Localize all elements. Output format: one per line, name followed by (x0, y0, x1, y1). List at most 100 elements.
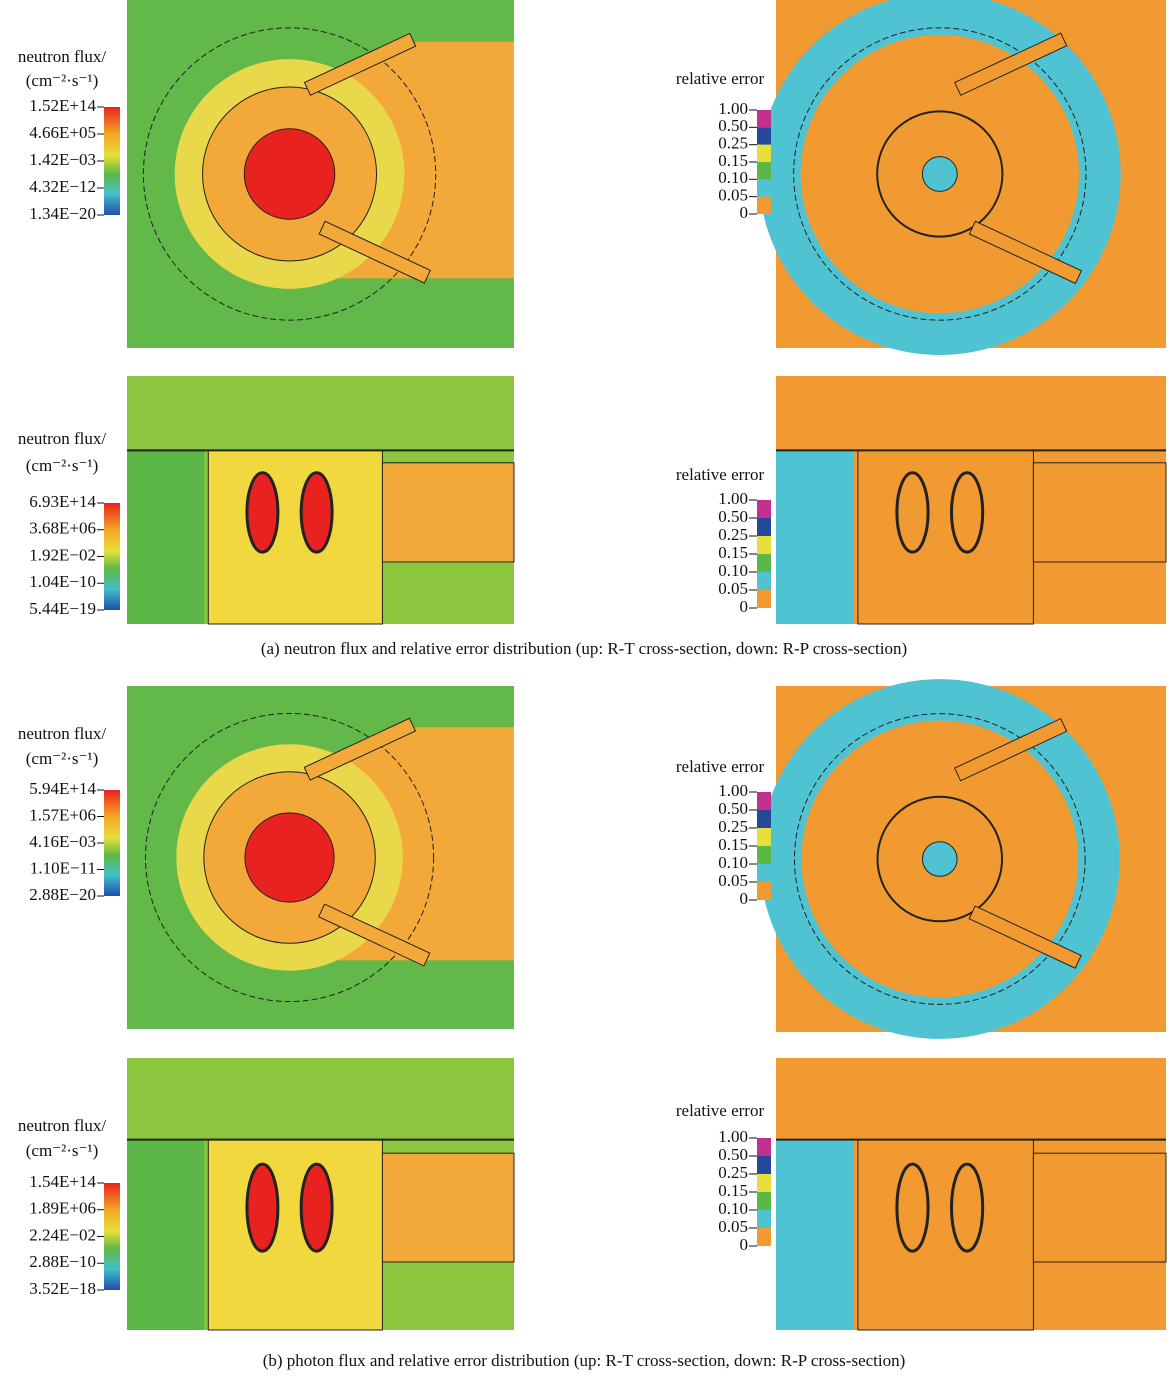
legend-title: relative error (676, 757, 765, 776)
plasma (247, 473, 278, 552)
colorbar-segment (757, 590, 771, 608)
colorbar-label: 0.50 (718, 116, 748, 135)
legend-title: relative error (676, 1101, 765, 1120)
center (923, 842, 958, 877)
colorbar-label: 1.89E+06 (29, 1199, 96, 1218)
colorbar-label: 0.05 (718, 871, 748, 890)
map (127, 686, 514, 1029)
colorbar-label: 1.00 (718, 781, 748, 800)
colorbar-segment (757, 810, 771, 828)
plasma (301, 473, 332, 552)
mid-region (208, 450, 382, 624)
colorbar-label: 0.50 (718, 1145, 748, 1164)
colorbar-segment (757, 1174, 771, 1192)
map (776, 1058, 1166, 1330)
colorbar-segment (757, 179, 771, 196)
caption: (a) neutron flux and relative error dist… (261, 639, 907, 658)
mid-region (858, 450, 1034, 624)
colorbar-label: 0.25 (718, 817, 748, 836)
plasma (952, 473, 983, 552)
right-region (1033, 463, 1166, 562)
colorbar-segment (757, 518, 771, 536)
colorbar-label: 0.25 (718, 525, 748, 544)
legend-title: (cm⁻²·s⁻¹) (26, 71, 99, 90)
colorbar-label: 0.10 (718, 168, 748, 187)
colorbar-segment (757, 1156, 771, 1174)
colorbar-segment (757, 882, 771, 900)
plasma (897, 473, 928, 552)
right-region (1033, 1153, 1166, 1262)
colorbar-segment (757, 1192, 771, 1210)
colorbar-label: 5.94E+14 (29, 779, 96, 798)
plasma (247, 1164, 278, 1251)
map (776, 376, 1166, 624)
legend-title: neutron flux/ (18, 47, 107, 66)
colorbar-segment (757, 572, 771, 590)
right-region (382, 463, 514, 562)
mid-region (858, 1140, 1034, 1330)
colorbar-label: 1.42E−03 (29, 150, 96, 169)
legend-title: neutron flux/ (18, 1116, 107, 1135)
right-region (382, 1153, 514, 1262)
colorbar-label: 2.88E−10 (29, 1252, 96, 1271)
colorbar-label: 0 (740, 597, 749, 616)
map (127, 376, 514, 624)
colorbar-segment (757, 1210, 771, 1228)
colorbar-label: 0 (740, 889, 749, 908)
colorbar-segment (757, 554, 771, 572)
colorbar-label: 0.25 (718, 134, 748, 153)
colorbar-label: 3.68E+06 (29, 519, 96, 538)
colorbar (104, 1183, 120, 1290)
plasma (897, 1164, 928, 1251)
colorbar-label: 1.54E+14 (29, 1172, 96, 1191)
colorbar-label: 0.10 (718, 853, 748, 872)
colorbar-segment (757, 110, 771, 127)
legend-title: (cm⁻²·s⁻¹) (26, 1141, 99, 1160)
colorbar-label: 6.93E+14 (29, 492, 96, 511)
colorbar-label: 5.44E−19 (29, 599, 96, 618)
left-region (776, 1140, 854, 1330)
colorbar-label: 1.04E−10 (29, 572, 96, 591)
colorbar-label: 1.10E−11 (30, 858, 96, 877)
colorbar-segment (757, 197, 771, 214)
center (244, 129, 334, 219)
colorbar-label: 1.57E+06 (29, 805, 96, 824)
colorbar-label: 0 (740, 1235, 749, 1254)
map (776, 0, 1166, 348)
colorbar-label: 0.15 (718, 835, 748, 854)
caption: (b) photon flux and relative error distr… (263, 1351, 906, 1370)
colorbar-label: 0.15 (718, 151, 748, 170)
center (245, 813, 334, 902)
colorbar-label: 0.05 (718, 579, 748, 598)
colorbar (104, 790, 120, 896)
map (127, 1058, 514, 1330)
colorbar-label: 0.15 (718, 543, 748, 562)
colorbar-segment (757, 792, 771, 810)
plasma (301, 1164, 332, 1251)
colorbar-label: 0 (740, 203, 749, 222)
map (127, 0, 514, 348)
colorbar-label: 0.50 (718, 799, 748, 818)
legend-title: relative error (676, 69, 765, 88)
colorbar (104, 503, 120, 610)
colorbar (104, 107, 120, 215)
figure: (a) neutron flux and relative error dist… (0, 0, 1169, 1382)
colorbar-label: 0.05 (718, 1217, 748, 1236)
colorbar-label: 0.10 (718, 1199, 748, 1218)
colorbar-label: 3.52E−18 (29, 1279, 96, 1298)
mid-region (208, 1140, 382, 1330)
colorbar-label: 4.66E+05 (29, 123, 96, 142)
colorbar-label: 4.32E−12 (29, 177, 96, 196)
colorbar-label: 0.15 (718, 1181, 748, 1200)
colorbar-label: 1.00 (718, 99, 748, 118)
legend-title: (cm⁻²·s⁻¹) (26, 456, 99, 475)
colorbar-label: 4.16E−03 (29, 832, 96, 851)
colorbar-segment (757, 1138, 771, 1156)
colorbar-label: 1.00 (718, 489, 748, 508)
colorbar-label: 1.92E−02 (29, 545, 96, 564)
colorbar-label: 1.34E−20 (29, 204, 96, 223)
colorbar-label: 2.24E−02 (29, 1225, 96, 1244)
left-region (776, 450, 854, 624)
colorbar-label: 2.88E−20 (29, 885, 96, 904)
colorbar-segment (757, 162, 771, 179)
